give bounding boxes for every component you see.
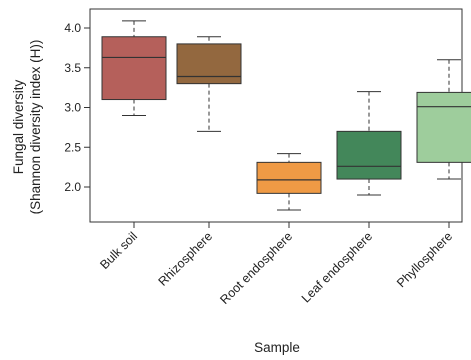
- y-tick-label: 3.0: [64, 101, 81, 115]
- y-tick-label: 4.0: [64, 21, 81, 35]
- iqr-box: [101, 36, 167, 101]
- iqr-box: [256, 161, 322, 194]
- x-tick-label: Phyllosphere: [394, 229, 455, 290]
- iqr-box: [416, 91, 471, 163]
- iqr-box: [336, 130, 402, 180]
- y-axis: 2.0 2.5 3.0 3.5 4.0: [64, 21, 90, 194]
- box-rhizosphere: [176, 36, 242, 132]
- x-axis: Bulk soil Rhizosphere Root endosphere Leaf …: [97, 222, 455, 307]
- y-tick-label: 2.0: [64, 180, 81, 194]
- iqr-box: [176, 43, 242, 85]
- box-phyllosphere: [416, 59, 471, 180]
- x-tick-label: Bulk soil: [97, 229, 140, 272]
- x-tick-label: Leaf endosphere: [299, 229, 375, 305]
- y-tick-label: 2.5: [64, 140, 81, 154]
- box-leaf-endosphere: [336, 91, 402, 196]
- box-bulk-soil: [101, 20, 167, 116]
- box-root-endosphere: [256, 153, 322, 211]
- x-tick-label: Root endosphere: [217, 229, 295, 307]
- y-axis-title-line2: (Shannon diversity index (H)): [28, 40, 43, 215]
- x-axis-title: Sample: [254, 340, 300, 355]
- y-axis-title-line1: Fungal diversity: [11, 79, 26, 174]
- box-series: [101, 20, 471, 211]
- x-tick-label: Rhizosphere: [156, 229, 216, 289]
- y-tick-label: 3.5: [64, 61, 81, 75]
